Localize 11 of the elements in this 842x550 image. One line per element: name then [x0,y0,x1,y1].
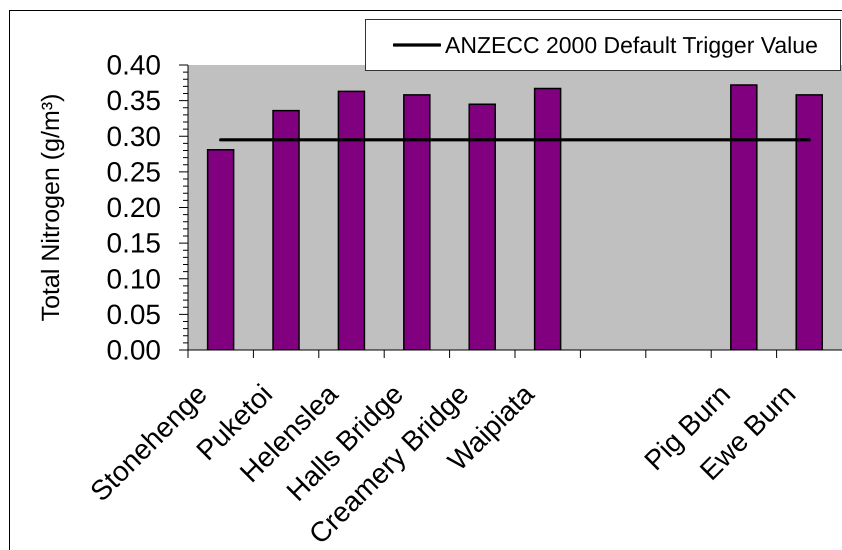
y-tick-label: 0.35 [106,85,161,116]
y-tick-label: 0.05 [106,298,161,330]
y-tick-label: 0.15 [106,228,161,259]
y-tick-label: 0.00 [106,334,161,366]
y-tick-label: 0.25 [106,156,161,188]
legend-label: ANZECC 2000 Default Trigger Value [445,32,818,58]
y-tick-label: 0.40 [106,50,161,80]
y-tick-label: 0.10 [106,263,161,294]
y-tick-label: 0.20 [106,192,161,223]
y-tick-label: 0.30 [106,120,161,152]
y-axis-title: Total Nitrogen (g/m³) [37,94,65,322]
